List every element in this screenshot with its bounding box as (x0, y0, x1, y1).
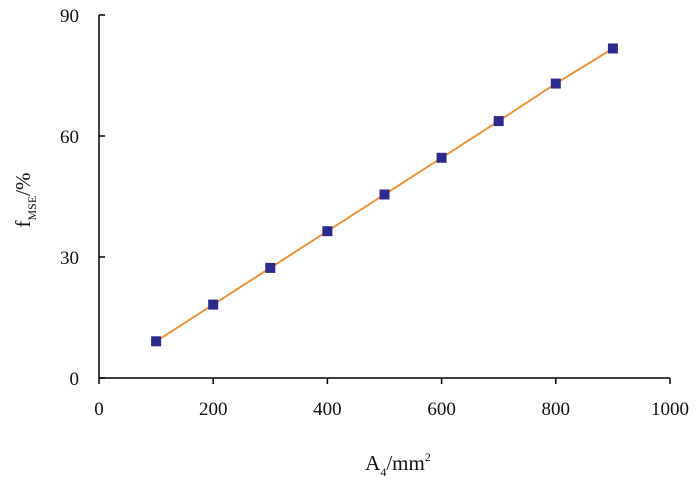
x-ticks: 0 200 400 600 800 1000 (94, 378, 689, 420)
y-tick-label: 60 (60, 127, 79, 148)
x-tick-label: 800 (542, 399, 571, 420)
x-tick-label: 0 (94, 399, 104, 420)
data-point (265, 262, 276, 273)
x-tick-label: 600 (427, 399, 456, 420)
data-point (550, 78, 561, 89)
data-point (493, 116, 504, 127)
data-point (208, 299, 219, 310)
y-tick-label: 0 (70, 369, 80, 390)
y-axis-title: fMSE/% (11, 172, 39, 227)
data-point (607, 43, 618, 54)
y-tick-label: 30 (60, 248, 79, 269)
data-point (379, 189, 390, 200)
data-point (322, 226, 333, 237)
x-tick-label: 200 (199, 399, 228, 420)
data-point (436, 152, 447, 163)
x-tick-label: 400 (313, 399, 342, 420)
series-group (151, 43, 618, 347)
data-point (151, 336, 162, 347)
y-ticks: 0 30 60 90 (60, 6, 105, 390)
axes (98, 15, 670, 379)
y-tick-label: 90 (60, 6, 79, 27)
x-axis-title: A4/mm2 (365, 450, 431, 479)
x-tick-label: 1000 (651, 399, 689, 420)
